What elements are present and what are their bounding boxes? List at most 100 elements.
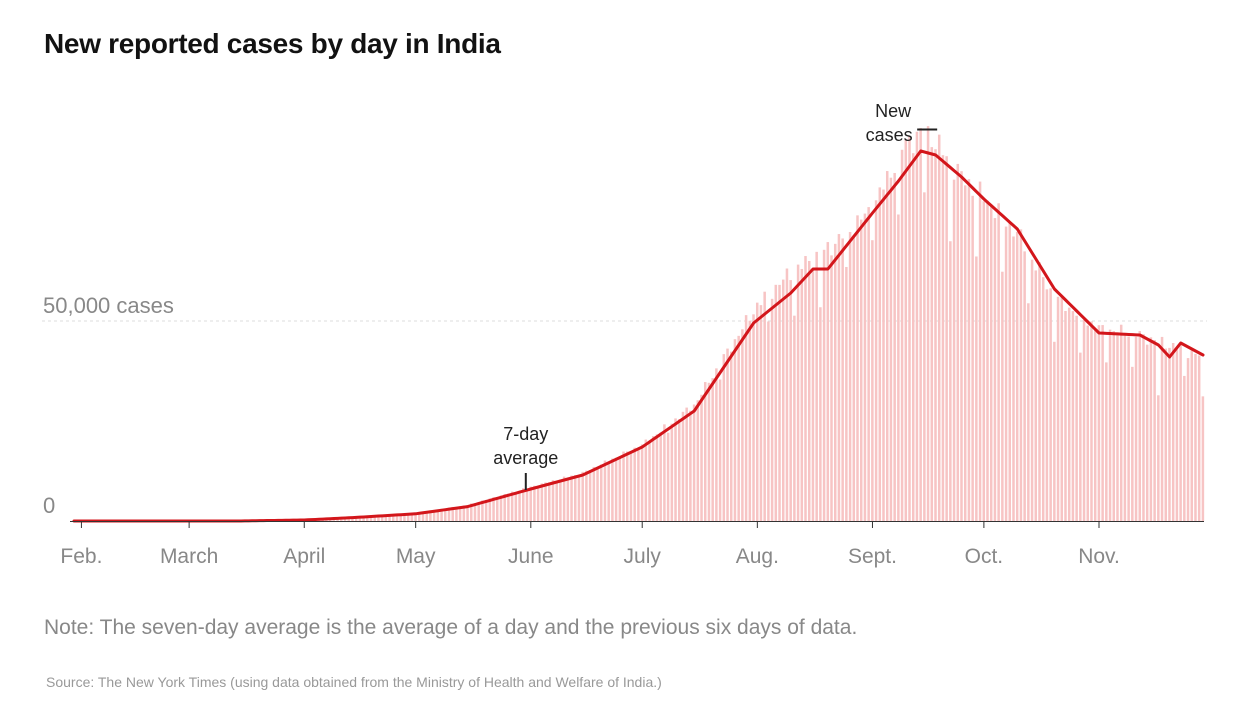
- daily-case-bar: [915, 131, 919, 521]
- daily-case-bar: [993, 218, 997, 521]
- daily-case-bar: [1183, 375, 1186, 521]
- daily-case-bar: [822, 249, 826, 521]
- daily-case-bar: [369, 515, 373, 521]
- daily-case-bar: [358, 516, 362, 521]
- daily-case-bar: [592, 466, 596, 521]
- daily-case-bar: [455, 507, 458, 521]
- daily-case-bar: [774, 284, 778, 521]
- daily-case-bar: [1142, 334, 1145, 521]
- daily-case-bar: [781, 279, 785, 521]
- daily-case-bar: [878, 187, 882, 521]
- daily-case-bar: [1105, 362, 1108, 521]
- daily-case-bar: [1008, 221, 1012, 522]
- daily-case-bar: [607, 461, 610, 521]
- daily-case-bar: [410, 512, 414, 521]
- daily-case-bar: [986, 200, 989, 521]
- daily-case-bar: [432, 510, 436, 521]
- daily-case-bar: [741, 329, 744, 521]
- daily-case-bar: [833, 243, 837, 522]
- daily-case-bar: [997, 203, 1000, 521]
- daily-case-bar: [577, 475, 581, 521]
- daily-case-bar: [626, 451, 629, 521]
- daily-case-bar: [481, 500, 484, 521]
- daily-case-bar: [1049, 288, 1052, 521]
- x-tick-label: Aug.: [736, 545, 779, 568]
- daily-case-bar: [548, 482, 551, 521]
- daily-case-bar: [908, 136, 911, 521]
- daily-case-bar: [889, 177, 893, 521]
- daily-case-bar: [458, 506, 462, 521]
- daily-case-bar: [819, 307, 822, 521]
- chart-labels: 0 50,000 cases: [43, 293, 174, 518]
- daily-case-bar: [678, 419, 681, 521]
- daily-case-bar: [644, 439, 648, 521]
- daily-case-bar: [1012, 236, 1015, 521]
- x-tick-label: March: [160, 545, 218, 568]
- daily-case-bar: [815, 251, 818, 522]
- daily-case-bar: [718, 379, 722, 521]
- daily-case-bar: [540, 483, 544, 521]
- daily-case-bar: [852, 235, 856, 522]
- daily-case-bar: [1079, 352, 1082, 521]
- daily-case-bar: [1157, 395, 1160, 521]
- daily-case-bar: [388, 514, 391, 521]
- average-line-layer: [72, 149, 1205, 523]
- daily-case-bar: [484, 499, 488, 521]
- daily-case-bar: [666, 432, 670, 521]
- daily-case-bar: [570, 475, 573, 521]
- daily-case-bar: [848, 231, 852, 522]
- daily-case-bar: [1190, 350, 1194, 521]
- daily-case-bar: [637, 448, 640, 521]
- daily-case-bar: [811, 267, 815, 521]
- daily-case-bar: [470, 503, 473, 521]
- daily-case-bar: [911, 153, 915, 521]
- daily-case-bar: [596, 467, 599, 521]
- annotation-average-label-line2: average: [493, 448, 558, 468]
- daily-case-bar: [555, 481, 558, 521]
- daily-case-bar: [856, 215, 859, 522]
- daily-case-bar: [418, 512, 421, 521]
- daily-case-bar: [978, 181, 982, 521]
- chart-source: Source: The New York Times (using data o…: [46, 674, 662, 690]
- daily-case-bar: [941, 155, 945, 522]
- daily-case-bar: [1168, 347, 1171, 521]
- daily-case-bar: [522, 488, 525, 521]
- x-tick-label: April: [283, 545, 325, 568]
- daily-case-bar: [406, 513, 410, 521]
- daily-case-bar: [807, 261, 811, 521]
- daily-case-bar: [685, 407, 688, 521]
- daily-case-bar: [1019, 229, 1023, 521]
- daily-case-bar: [1160, 336, 1164, 521]
- daily-case-bar: [956, 163, 960, 522]
- daily-case-bar: [663, 424, 666, 521]
- daily-case-bar: [1027, 303, 1030, 521]
- daily-case-bar: [1082, 319, 1086, 521]
- daily-case-bar: [982, 201, 986, 521]
- daily-case-bar: [600, 464, 603, 521]
- daily-case-bar: [1186, 358, 1190, 521]
- daily-case-bar: [529, 486, 532, 521]
- daily-case-bar: [581, 471, 584, 521]
- x-tick-label: Feb.: [60, 545, 102, 568]
- daily-case-bar: [711, 378, 714, 521]
- daily-case-bar: [1171, 343, 1175, 521]
- daily-case-bar: [447, 507, 451, 521]
- daily-case-bar: [1164, 348, 1168, 521]
- daily-case-bar: [1075, 315, 1078, 521]
- daily-case-bar: [574, 475, 577, 521]
- daily-case-bar: [1060, 295, 1064, 521]
- daily-case-bar: [399, 513, 402, 521]
- daily-case-bar: [1097, 325, 1101, 521]
- daily-case-bar: [1093, 329, 1097, 521]
- daily-case-bar: [703, 382, 707, 521]
- daily-case-bar: [989, 205, 993, 522]
- daily-case-bar: [1001, 271, 1004, 521]
- seven-day-average-line: [72, 149, 1205, 523]
- daily-case-bar: [392, 514, 395, 521]
- chart-annotations: New cases 7-day average: [493, 101, 938, 490]
- daily-case-bar: [681, 411, 685, 521]
- daily-case-bar: [395, 514, 399, 521]
- daily-case-bar: [763, 291, 766, 521]
- daily-case-bar: [384, 515, 388, 521]
- daily-case-bar: [436, 509, 440, 521]
